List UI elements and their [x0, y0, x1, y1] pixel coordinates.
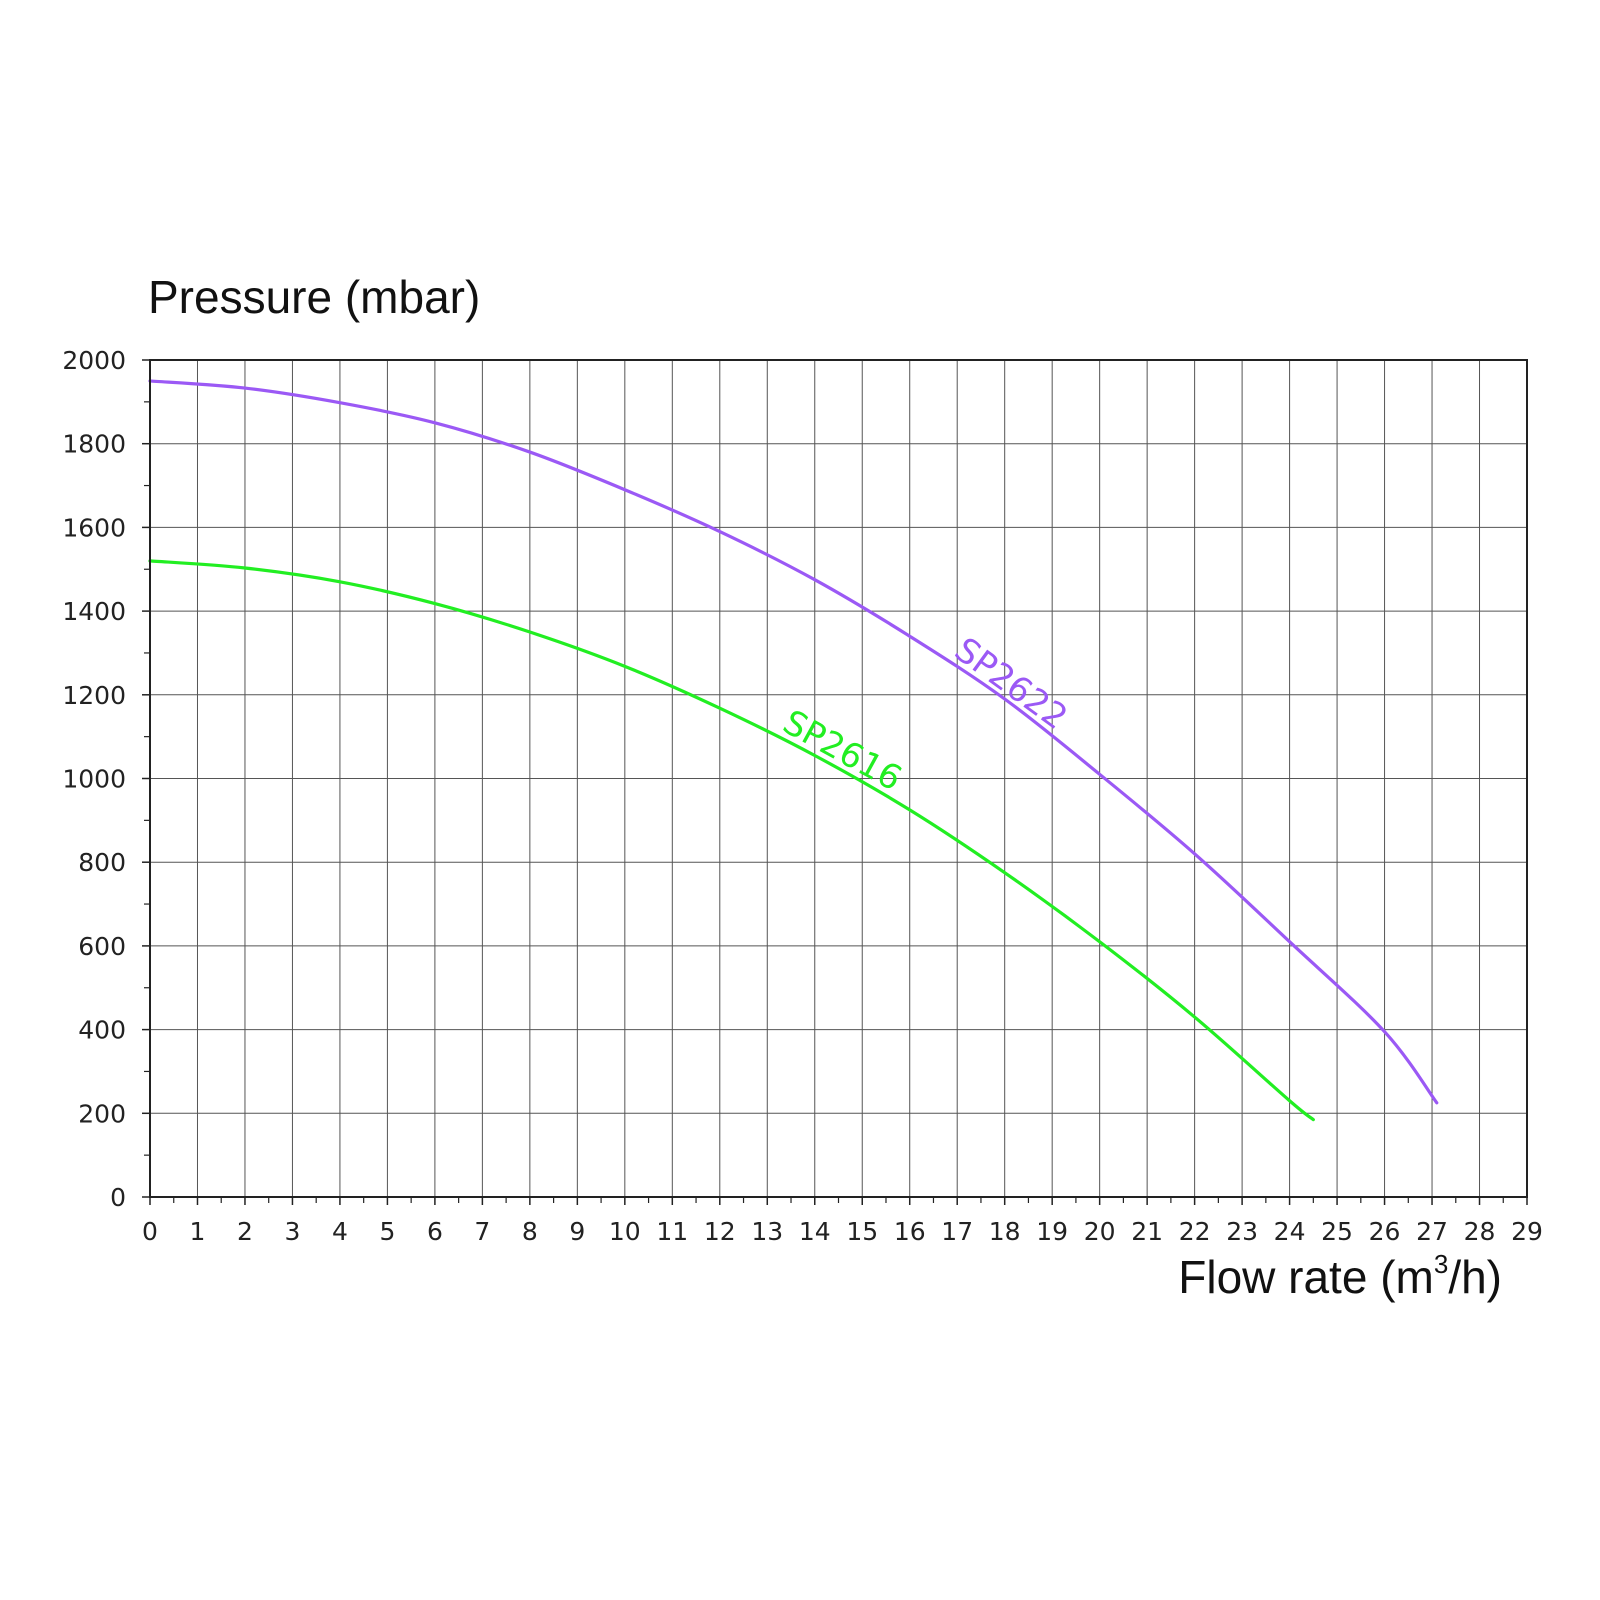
y-tick-label-1000: 1000: [62, 765, 126, 794]
y-tick-label-1600: 1600: [62, 513, 126, 542]
y-tick-label-2000: 2000: [62, 346, 126, 375]
series-label-sp2616: SP2616: [776, 702, 908, 799]
x-tick-label-9: 9: [569, 1217, 585, 1246]
x-tick-label-14: 14: [799, 1217, 831, 1246]
x-tick-label-23: 23: [1226, 1217, 1258, 1246]
x-tick-label-25: 25: [1321, 1217, 1353, 1246]
x-axis-title-base: Flow rate (m: [1178, 1251, 1434, 1303]
y-axis-title: Pressure (mbar): [148, 271, 481, 323]
y-tick-label-1400: 1400: [62, 597, 126, 626]
y-tick-label-200: 200: [78, 1099, 126, 1128]
x-tick-label-3: 3: [284, 1217, 300, 1246]
x-tick-label-28: 28: [1464, 1217, 1496, 1246]
curves: SP2622 SP2616: [148, 379, 1439, 1122]
y-tick-label-400: 400: [78, 1016, 126, 1045]
x-tick-label-0: 0: [142, 1217, 158, 1246]
y-tick-label-1800: 1800: [62, 430, 126, 459]
x-tick-label-11: 11: [656, 1217, 688, 1246]
x-tick-label-16: 16: [894, 1217, 926, 1246]
x-tick-label-5: 5: [379, 1217, 395, 1246]
x-axis-title-tail: /h): [1448, 1251, 1502, 1303]
x-tick-label-15: 15: [846, 1217, 878, 1246]
x-tick-label-18: 18: [989, 1217, 1021, 1246]
x-tick-label-19: 19: [1036, 1217, 1068, 1246]
x-tick-label-2: 2: [237, 1217, 253, 1246]
series-line-sp2616: [148, 559, 1315, 1122]
x-tick-label-13: 13: [751, 1217, 783, 1246]
x-tick-label-29: 29: [1511, 1217, 1543, 1246]
x-tick-label-7: 7: [474, 1217, 490, 1246]
y-tick-label-600: 600: [78, 932, 126, 961]
x-tick-label-12: 12: [704, 1217, 736, 1246]
y-tick-label-0: 0: [110, 1183, 126, 1212]
x-tick-label-26: 26: [1369, 1217, 1401, 1246]
x-tick-label-17: 17: [941, 1217, 973, 1246]
x-axis-title-superscript: 3: [1433, 1248, 1449, 1279]
grid: [150, 360, 1527, 1197]
x-tick-label-1: 1: [190, 1217, 206, 1246]
axis-ticks: 0 1 2 3 4 5 6 7 8 9 10 11 12 13 14 15 16 17 18 19 20 21 22 23 24…: [62, 346, 1543, 1246]
x-tick-label-22: 22: [1179, 1217, 1211, 1246]
series-label-sp2622: SP2622: [947, 630, 1074, 738]
x-tick-label-24: 24: [1274, 1217, 1306, 1246]
x-tick-label-4: 4: [332, 1217, 348, 1246]
x-axis-title: Flow rate (m3/h): [1178, 1248, 1502, 1304]
y-tick-label-1200: 1200: [62, 681, 126, 710]
x-tick-label-20: 20: [1084, 1217, 1116, 1246]
x-tick-label-27: 27: [1416, 1217, 1448, 1246]
plot-frame: [149, 359, 1528, 1198]
y-tick-label-800: 800: [78, 848, 126, 877]
x-tick-label-6: 6: [427, 1217, 443, 1246]
x-tick-label-21: 21: [1131, 1217, 1163, 1246]
x-tick-label-8: 8: [522, 1217, 538, 1246]
x-tick-label-10: 10: [609, 1217, 641, 1246]
series-line-sp2622: [148, 379, 1439, 1105]
